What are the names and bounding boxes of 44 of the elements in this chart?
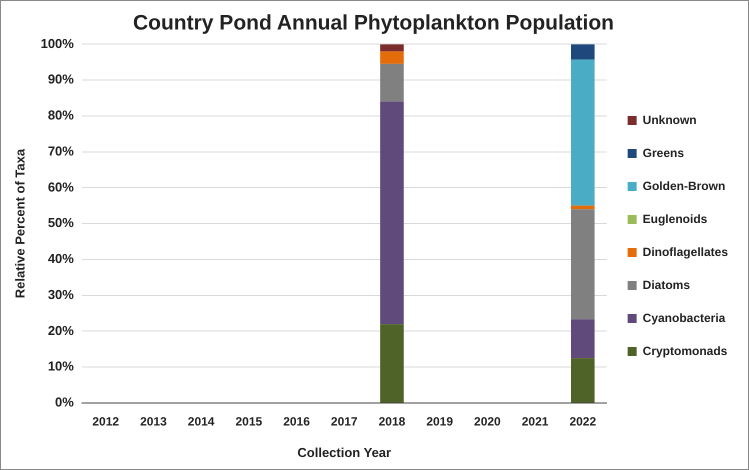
y-tick-label: 50% — [48, 215, 74, 230]
y-tick-label: 70% — [48, 143, 74, 158]
x-axis-title: Collection Year — [297, 444, 392, 460]
x-tick-label: 2015 — [235, 414, 262, 429]
legend-label: Cryptomonads — [642, 344, 728, 358]
bar — [570, 209, 595, 320]
y-tick-label: 90% — [48, 72, 74, 87]
bar — [380, 44, 404, 52]
y-tick-label: 10% — [48, 358, 74, 374]
bar — [570, 206, 595, 210]
y-tick-label: 60% — [48, 179, 74, 194]
x-tick-label: 2014 — [188, 414, 215, 429]
y-tick-label: 30% — [48, 286, 74, 302]
y-tick-label: 40% — [48, 251, 74, 266]
x-tick-label: 2022 — [569, 414, 596, 429]
legend-label: Euglenoids — [642, 212, 708, 226]
x-tick-label: 2013 — [140, 414, 168, 429]
y-tick-label: 0% — [55, 394, 74, 410]
x-tick-label: 2016 — [283, 414, 310, 429]
legend-label: Diatoms — [642, 278, 690, 292]
bar — [380, 51, 404, 64]
x-tick-label: 2018 — [378, 414, 406, 429]
y-tick-label: 100% — [40, 36, 74, 51]
bar — [380, 64, 404, 102]
bar — [570, 358, 595, 402]
x-tick-label: 2019 — [426, 414, 454, 429]
x-tick-label: 2012 — [92, 414, 120, 429]
bar — [570, 60, 595, 206]
bar — [380, 324, 404, 402]
legend-label: Cyanobacteria — [642, 310, 726, 325]
x-tick-label: 2021 — [522, 414, 549, 429]
legend-label: Dinoflagellates — [642, 244, 728, 259]
bar — [570, 319, 595, 358]
y-tick-label: 80% — [48, 108, 74, 123]
legend-label: Golden-Brown — [642, 178, 726, 193]
bar — [380, 102, 404, 324]
bar — [570, 44, 595, 60]
y-axis-title: Relative Percent of Taxa — [12, 148, 28, 298]
legend-label: Unknown — [642, 112, 697, 127]
legend-label: Greens — [642, 146, 684, 160]
x-tick-label: 2020 — [474, 414, 502, 429]
chart-title: Country Pond Annual Phytoplankton Population — [132, 11, 614, 34]
y-tick-label: 20% — [48, 322, 74, 338]
x-tick-label: 2017 — [330, 414, 358, 429]
